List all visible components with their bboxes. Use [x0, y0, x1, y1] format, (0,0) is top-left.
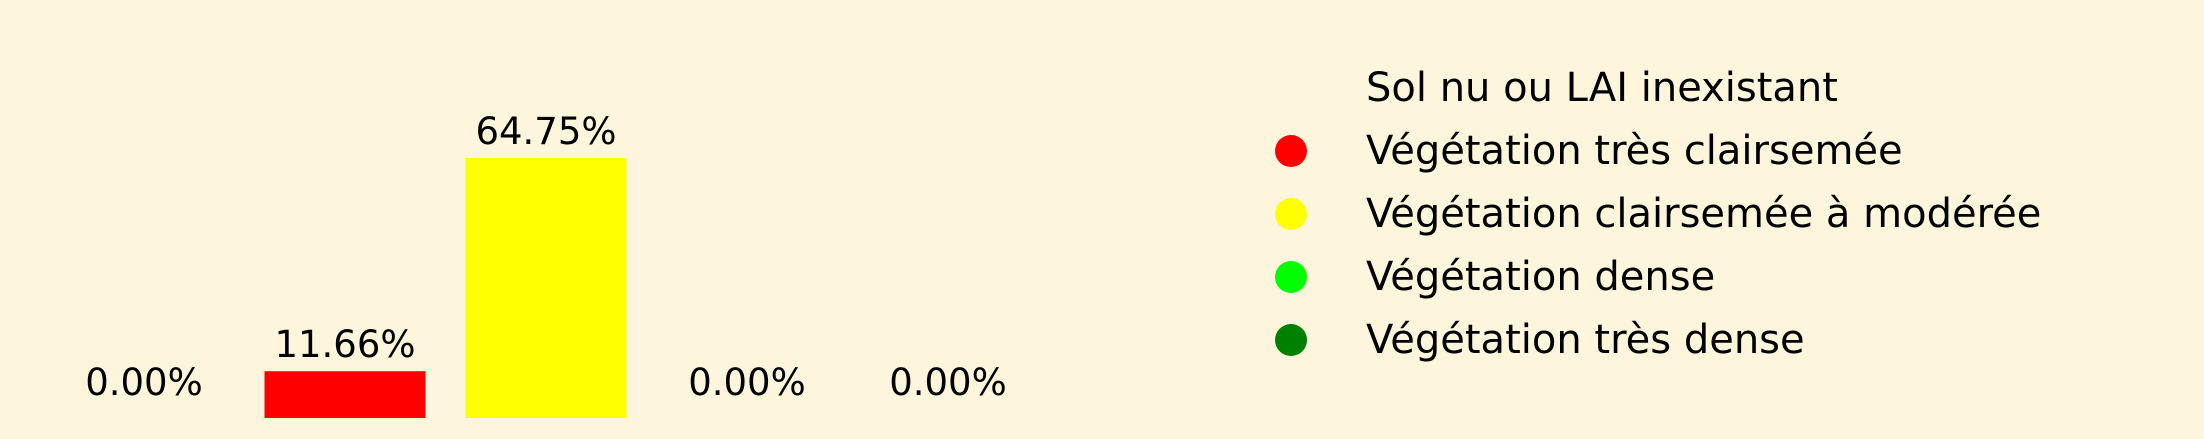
legend-label-1: Sol nu ou LAI inexistant — [1366, 65, 1838, 111]
data-labels-layer: 0.00% 11.66% 64.75% 0.00% 0.00% — [85, 110, 1007, 404]
legend-marker-2 — [1275, 135, 1307, 167]
legend-item-5: Végétation très dense — [1275, 317, 1805, 363]
data-label-5: 0.00% — [889, 361, 1007, 404]
legend-item-2: Végétation très clairsemée — [1275, 128, 1903, 174]
data-label-1: 0.00% — [85, 361, 203, 404]
bar-2 — [264, 371, 426, 418]
legend-marker-4 — [1275, 261, 1307, 293]
data-label-3: 64.75% — [475, 110, 616, 153]
legend-marker-5 — [1275, 324, 1307, 356]
legend-item-1: Sol nu ou LAI inexistant — [1275, 65, 1838, 111]
bars-layer — [264, 158, 627, 418]
legend-label-3: Végétation clairsemée à modérée — [1366, 191, 2041, 237]
legend-label-2: Végétation très clairsemée — [1366, 128, 1903, 174]
data-label-2: 11.66% — [274, 323, 415, 366]
legend-label-5: Végétation très dense — [1366, 317, 1805, 363]
legend-label-4: Végétation dense — [1366, 254, 1715, 300]
legend-marker-3 — [1275, 198, 1307, 230]
legend-item-3: Végétation clairsemée à modérée — [1275, 191, 2041, 237]
legend-item-4: Végétation dense — [1275, 254, 1715, 300]
legend-marker-1 — [1275, 72, 1307, 104]
legend: Sol nu ou LAI inexistant Végétation très … — [1275, 65, 2041, 363]
bar-3 — [465, 158, 627, 418]
data-label-4: 0.00% — [688, 361, 806, 404]
